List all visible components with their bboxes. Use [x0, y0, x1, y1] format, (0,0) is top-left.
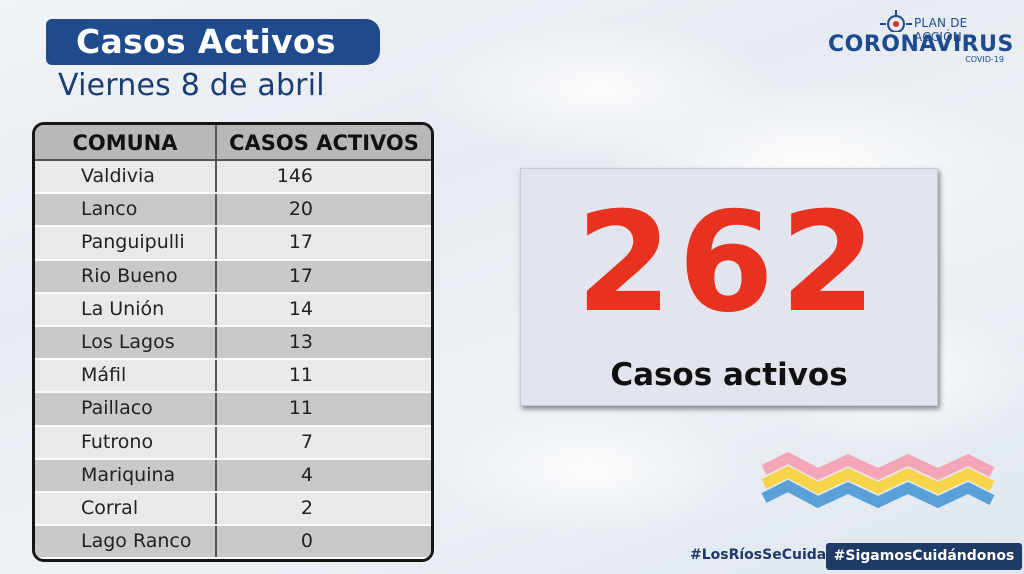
header-casos-activos: CASOS ACTIVOS: [229, 131, 419, 155]
table-header: COMUNA CASOS ACTIVOS: [35, 125, 431, 161]
cell-casos: 20: [288, 198, 313, 221]
cell-comuna: Corral: [35, 492, 217, 525]
hashtag-sigamos: #SigamosCuidándonos: [826, 543, 1022, 570]
cell-casos: 11: [288, 397, 313, 420]
hashtag-losrios: #LosRíosSeCuida: [690, 547, 827, 563]
cell-casos: 7: [300, 430, 313, 453]
cell-casos: 17: [288, 264, 313, 287]
cell-comuna: Lanco: [35, 194, 217, 226]
logo-coronavirus-text: CORONAVIRUS: [828, 32, 1014, 57]
total-cases-label: Casos activos: [610, 357, 848, 393]
cell-casos: 4: [300, 463, 313, 486]
logo-plan-text: PLAN DE ACCIÓN: [914, 16, 968, 44]
cell-casos: 0: [300, 530, 313, 553]
table-row: Lago Ranco 0: [35, 526, 431, 559]
table-row: Corral 2: [35, 492, 431, 527]
table-row: Rio Bueno 17: [35, 260, 431, 294]
cell-casos: 14: [288, 297, 313, 320]
table-row: Panguipulli 17: [35, 227, 431, 261]
coronavirus-plan-logo: PLAN DE ACCIÓN CORONAVIRUS COVID-19: [826, 10, 1013, 70]
date-subtitle: Viernes 8 de abril: [58, 68, 325, 103]
total-cases-number: 262: [575, 182, 883, 343]
table-row: Lanco 20: [35, 194, 431, 228]
rainbow-waves-graphic: [761, 452, 995, 509]
cell-casos: 146: [276, 165, 313, 187]
table-row: Los Lagos 13: [35, 326, 431, 361]
logo-covid-text: COVID-19: [965, 55, 1004, 64]
cell-comuna: Mariquina: [35, 459, 217, 491]
header-comuna: COMUNA: [35, 125, 217, 159]
table-row: La Unión 14: [35, 293, 431, 327]
cell-casos: 13: [288, 330, 313, 353]
cell-comuna: La Unión: [35, 293, 217, 325]
cell-comuna: Máfil: [35, 360, 217, 392]
cell-comuna: Los Lagos: [35, 326, 217, 359]
government-emblem-icon: [880, 10, 912, 32]
cell-comuna: Futrono: [35, 426, 217, 458]
cell-casos: 11: [288, 364, 313, 387]
cases-table: COMUNA CASOS ACTIVOS Valdivia 146 Lanco 20…: [32, 122, 434, 562]
wave-yellow: [761, 465, 995, 495]
wave-blue: [761, 479, 995, 509]
cell-comuna: Panguipulli: [35, 227, 217, 259]
cell-casos: 2: [300, 496, 313, 519]
table-row: Valdivia 146: [35, 161, 431, 195]
table-row: Paillaco 11: [35, 393, 431, 427]
table-body: Valdivia 146 Lanco 20 Panguipulli 17 Rio Bu…: [35, 161, 431, 559]
cell-comuna: Paillaco: [35, 393, 217, 425]
cell-comuna: Rio Bueno: [35, 260, 217, 292]
cell-comuna: Lago Ranco: [35, 526, 217, 558]
table-row: Futrono 7: [35, 426, 431, 460]
total-cases-card: 262 Casos activos: [520, 168, 938, 406]
table-row: Máfil 11: [35, 360, 431, 394]
table-row: Mariquina 4: [35, 459, 431, 493]
wave-pink: [761, 452, 995, 481]
page-title: Casos Activos: [46, 19, 380, 65]
cell-casos: 17: [288, 231, 313, 254]
cell-comuna: Valdivia: [35, 161, 217, 193]
